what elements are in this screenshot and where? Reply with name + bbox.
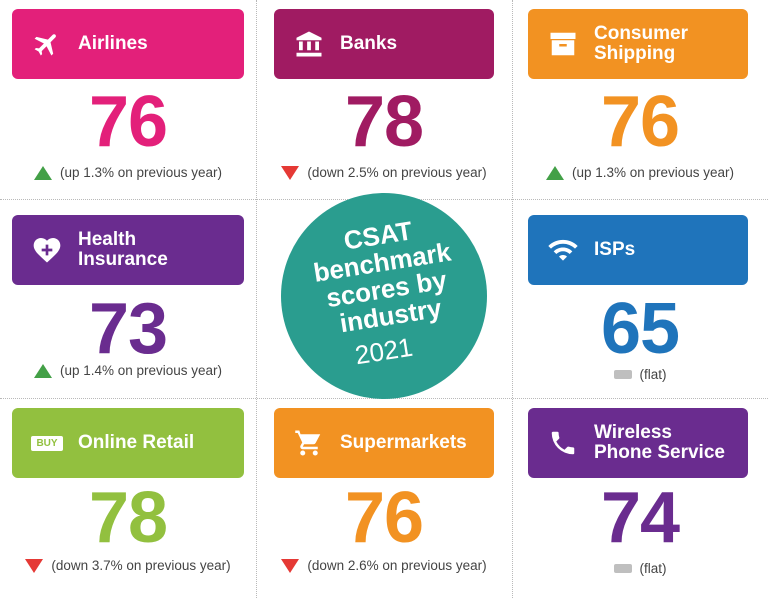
industry-score: 74 [600,478,680,558]
change-row: (up 1.4% on previous year) [0,363,256,378]
cart-icon [292,426,326,460]
industry-header: ISPs [528,215,748,285]
airplane-icon [30,27,64,61]
change-text: (flat) [639,367,667,382]
heart-plus-icon [30,233,64,267]
trend-up-icon [33,165,52,180]
industry-card-isps: ISPs 65 (flat) [512,199,768,398]
trend-down-icon [25,558,44,573]
trend-down-icon [281,558,300,573]
industry-name: Banks [340,33,398,54]
change-text: (down 3.7% on previous year) [51,558,231,573]
industry-score: 78 [344,82,424,162]
industry-header: Supermarkets [274,408,494,478]
change-row: (up 1.3% on previous year) [0,165,256,180]
change-row: (up 1.3% on previous year) [512,165,768,180]
change-row: (down 3.7% on previous year) [0,558,256,573]
industry-header: Wireless Phone Service [528,408,748,478]
change-text: (up 1.3% on previous year) [571,165,735,180]
industry-name: Consumer Shipping [594,23,688,64]
change-row: (down 2.6% on previous year) [256,558,512,573]
change-text: (up 1.4% on previous year) [59,363,223,378]
phone-icon [546,426,580,460]
trend-down-icon [281,165,300,180]
industry-name: Wireless Phone Service [594,422,725,463]
industry-card-online-retail: BUY Online Retail 78 (down 3.7% on previ… [0,398,256,597]
industry-card-banks: Banks 78 (down 2.5% on previous year) [256,0,512,199]
trend-flat-icon [613,370,632,379]
industry-score: 78 [88,478,168,558]
trend-up-icon [33,363,52,378]
change-text: (down 2.5% on previous year) [307,165,487,180]
industry-name: ISPs [594,239,636,260]
industry-card-airlines: Airlines 76 (up 1.3% on previous year) [0,0,256,199]
industry-card-health-insurance: Health Insurance 73 (up 1.4% on previous… [0,199,256,398]
industry-name: Online Retail [78,432,195,453]
bank-icon [292,27,326,61]
change-text: (flat) [639,561,667,576]
buy-tag-icon: BUY [30,426,64,460]
title-badge: CSAT benchmark scores by industry 2021 [281,193,487,399]
trend-up-icon [545,165,564,180]
grid-divider-vertical [512,0,513,598]
box-icon [546,27,580,61]
industry-header: Banks [274,9,494,79]
industry-score: 73 [88,289,168,369]
year-text: 2021 [353,331,415,370]
industry-name: Airlines [78,33,148,54]
industry-score: 65 [600,289,680,369]
change-text: (down 2.6% on previous year) [307,558,487,573]
industry-card-wireless-phone-service: Wireless Phone Service 74 (flat) [512,398,768,597]
industry-score: 76 [344,478,424,558]
grid-divider-vertical [256,0,257,598]
trend-flat-icon [613,564,632,573]
industry-header: Health Insurance [12,215,244,285]
change-text: (up 1.3% on previous year) [59,165,223,180]
industry-header: Airlines [12,9,244,79]
change-row: (down 2.5% on previous year) [256,165,512,180]
industry-header: Consumer Shipping [528,9,748,79]
wifi-icon [546,233,580,267]
industry-name: Supermarkets [340,432,467,453]
industry-name: Health Insurance [78,229,168,270]
industry-score: 76 [600,82,680,162]
industry-score: 76 [88,82,168,162]
industry-card-consumer-shipping: Consumer Shipping 76 (up 1.3% on previou… [512,0,768,199]
change-row: (flat) [512,561,768,576]
industry-header: BUY Online Retail [12,408,244,478]
industry-card-supermarkets: Supermarkets 76 (down 2.6% on previous y… [256,398,512,597]
change-row: (flat) [512,367,768,382]
title-text: CSAT benchmark scores by industry [310,214,453,338]
